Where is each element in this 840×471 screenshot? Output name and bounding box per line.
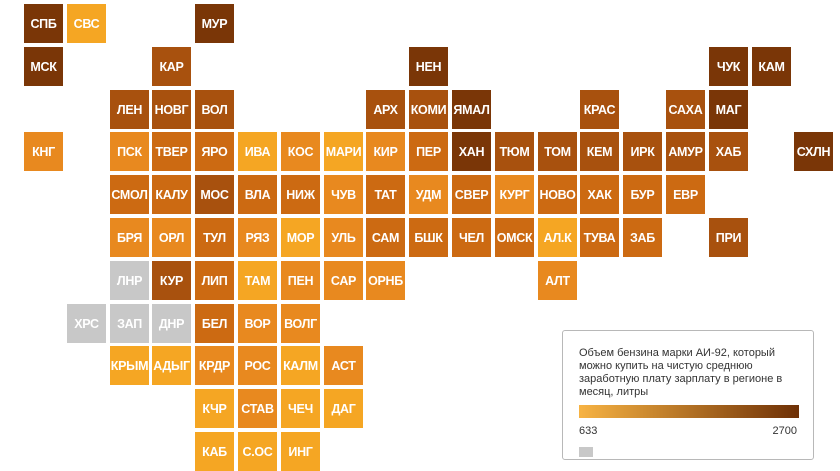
region-tile: АМУР	[666, 132, 705, 171]
region-tile: СМОЛ	[110, 175, 149, 214]
region-tile: ИВА	[238, 132, 277, 171]
region-tile: ДНР	[152, 304, 191, 343]
region-tile: КУР	[152, 261, 191, 300]
region-tile: КНГ	[24, 132, 63, 171]
region-tile: ЛНР	[110, 261, 149, 300]
region-tile: ХРС	[67, 304, 106, 343]
region-tile: ЧЕЛ	[452, 218, 491, 257]
region-tile: НОВО	[538, 175, 577, 214]
region-tile: БЕЛ	[195, 304, 234, 343]
region-tile: МАГ	[709, 90, 748, 129]
region-tile: КАР	[152, 47, 191, 86]
legend-min-label: 633	[579, 425, 598, 437]
region-tile: УДМ	[409, 175, 448, 214]
region-tile: ТУВА	[580, 218, 619, 257]
region-tile: СВЕР	[452, 175, 491, 214]
region-tile: РОС	[238, 346, 277, 385]
region-tile: ХАН	[452, 132, 491, 171]
region-tile: НОВГ	[152, 90, 191, 129]
legend-title: Объем бензина марки АИ-92, который можно…	[579, 347, 783, 398]
region-tile: ЧУВ	[324, 175, 363, 214]
region-tile: БУР	[623, 175, 662, 214]
region-tile: КИР	[366, 132, 405, 171]
region-tile: ОРЛ	[152, 218, 191, 257]
region-tile: КАМ	[752, 47, 791, 86]
region-tile: ХАК	[580, 175, 619, 214]
region-tile: ХАБ	[709, 132, 748, 171]
region-tile: ЛЕН	[110, 90, 149, 129]
region-tile: КАЛУ	[152, 175, 191, 214]
region-tile: ПЕР	[409, 132, 448, 171]
region-tile: ИРК	[623, 132, 662, 171]
region-tile: ЕВР	[666, 175, 705, 214]
region-tile: КАБ	[195, 432, 234, 471]
region-tile: КРАС	[580, 90, 619, 129]
region-tile: МАРИ	[324, 132, 363, 171]
region-tile: КРДР	[195, 346, 234, 385]
region-tile: ОМСК	[495, 218, 534, 257]
region-tile: АДЫГ	[152, 346, 191, 385]
region-tile: АЛТ	[538, 261, 577, 300]
legend-max-label: 2700	[772, 425, 797, 437]
region-tile: БРЯ	[110, 218, 149, 257]
region-tile: АСТ	[324, 346, 363, 385]
legend-gradient-bar	[579, 405, 799, 418]
region-tile: МОР	[281, 218, 320, 257]
region-tile: С.ОС	[238, 432, 277, 471]
region-tile: СПБ	[24, 4, 63, 43]
region-tile: СХЛН	[794, 132, 833, 171]
region-tile: САМ	[366, 218, 405, 257]
region-tile: ТАТ	[366, 175, 405, 214]
legend-box: Объем бензина марки АИ-92, который можно…	[562, 330, 814, 460]
region-tile: РЯЗ	[238, 218, 277, 257]
region-tile: ЧУК	[709, 47, 748, 86]
region-tile: ЗАП	[110, 304, 149, 343]
region-tile: САХА	[666, 90, 705, 129]
region-tile: КРЫМ	[110, 346, 149, 385]
region-tile: ТАМ	[238, 261, 277, 300]
region-tile: КОС	[281, 132, 320, 171]
region-tile: ПРИ	[709, 218, 748, 257]
region-tile: ДАГ	[324, 389, 363, 428]
region-tile: ТОМ	[538, 132, 577, 171]
region-tile: ЛИП	[195, 261, 234, 300]
region-tile: КУРГ	[495, 175, 534, 214]
region-tile: ВОЛГ	[281, 304, 320, 343]
region-tile: МСК	[24, 47, 63, 86]
region-tile: ВОР	[238, 304, 277, 343]
region-tile: УЛЬ	[324, 218, 363, 257]
region-tile: ПСК	[110, 132, 149, 171]
region-tile: МОС	[195, 175, 234, 214]
region-tile: ИНГ	[281, 432, 320, 471]
region-tile: КЕМ	[580, 132, 619, 171]
region-tile: ТУЛ	[195, 218, 234, 257]
region-tile: ТЮМ	[495, 132, 534, 171]
region-tile: СВС	[67, 4, 106, 43]
region-tile: ПЕН	[281, 261, 320, 300]
region-tile: НЕН	[409, 47, 448, 86]
region-tile: БШК	[409, 218, 448, 257]
region-tile: НИЖ	[281, 175, 320, 214]
region-tile: ОРНБ	[366, 261, 405, 300]
region-tile: ТВЕР	[152, 132, 191, 171]
region-tile: КОМИ	[409, 90, 448, 129]
region-tile: ВОЛ	[195, 90, 234, 129]
region-tile: МУР	[195, 4, 234, 43]
legend-nodata-swatch	[579, 447, 593, 457]
region-tile: КЧР	[195, 389, 234, 428]
region-tile: ЧЕЧ	[281, 389, 320, 428]
region-tile: ЗАБ	[623, 218, 662, 257]
region-tile: ВЛА	[238, 175, 277, 214]
region-tile: КАЛМ	[281, 346, 320, 385]
region-tile: САР	[324, 261, 363, 300]
region-tile: ЯРО	[195, 132, 234, 171]
region-tile: ЯМАЛ	[452, 90, 491, 129]
region-tile: АЛ.К	[538, 218, 577, 257]
region-tile: АРХ	[366, 90, 405, 129]
region-tile: СТАВ	[238, 389, 277, 428]
